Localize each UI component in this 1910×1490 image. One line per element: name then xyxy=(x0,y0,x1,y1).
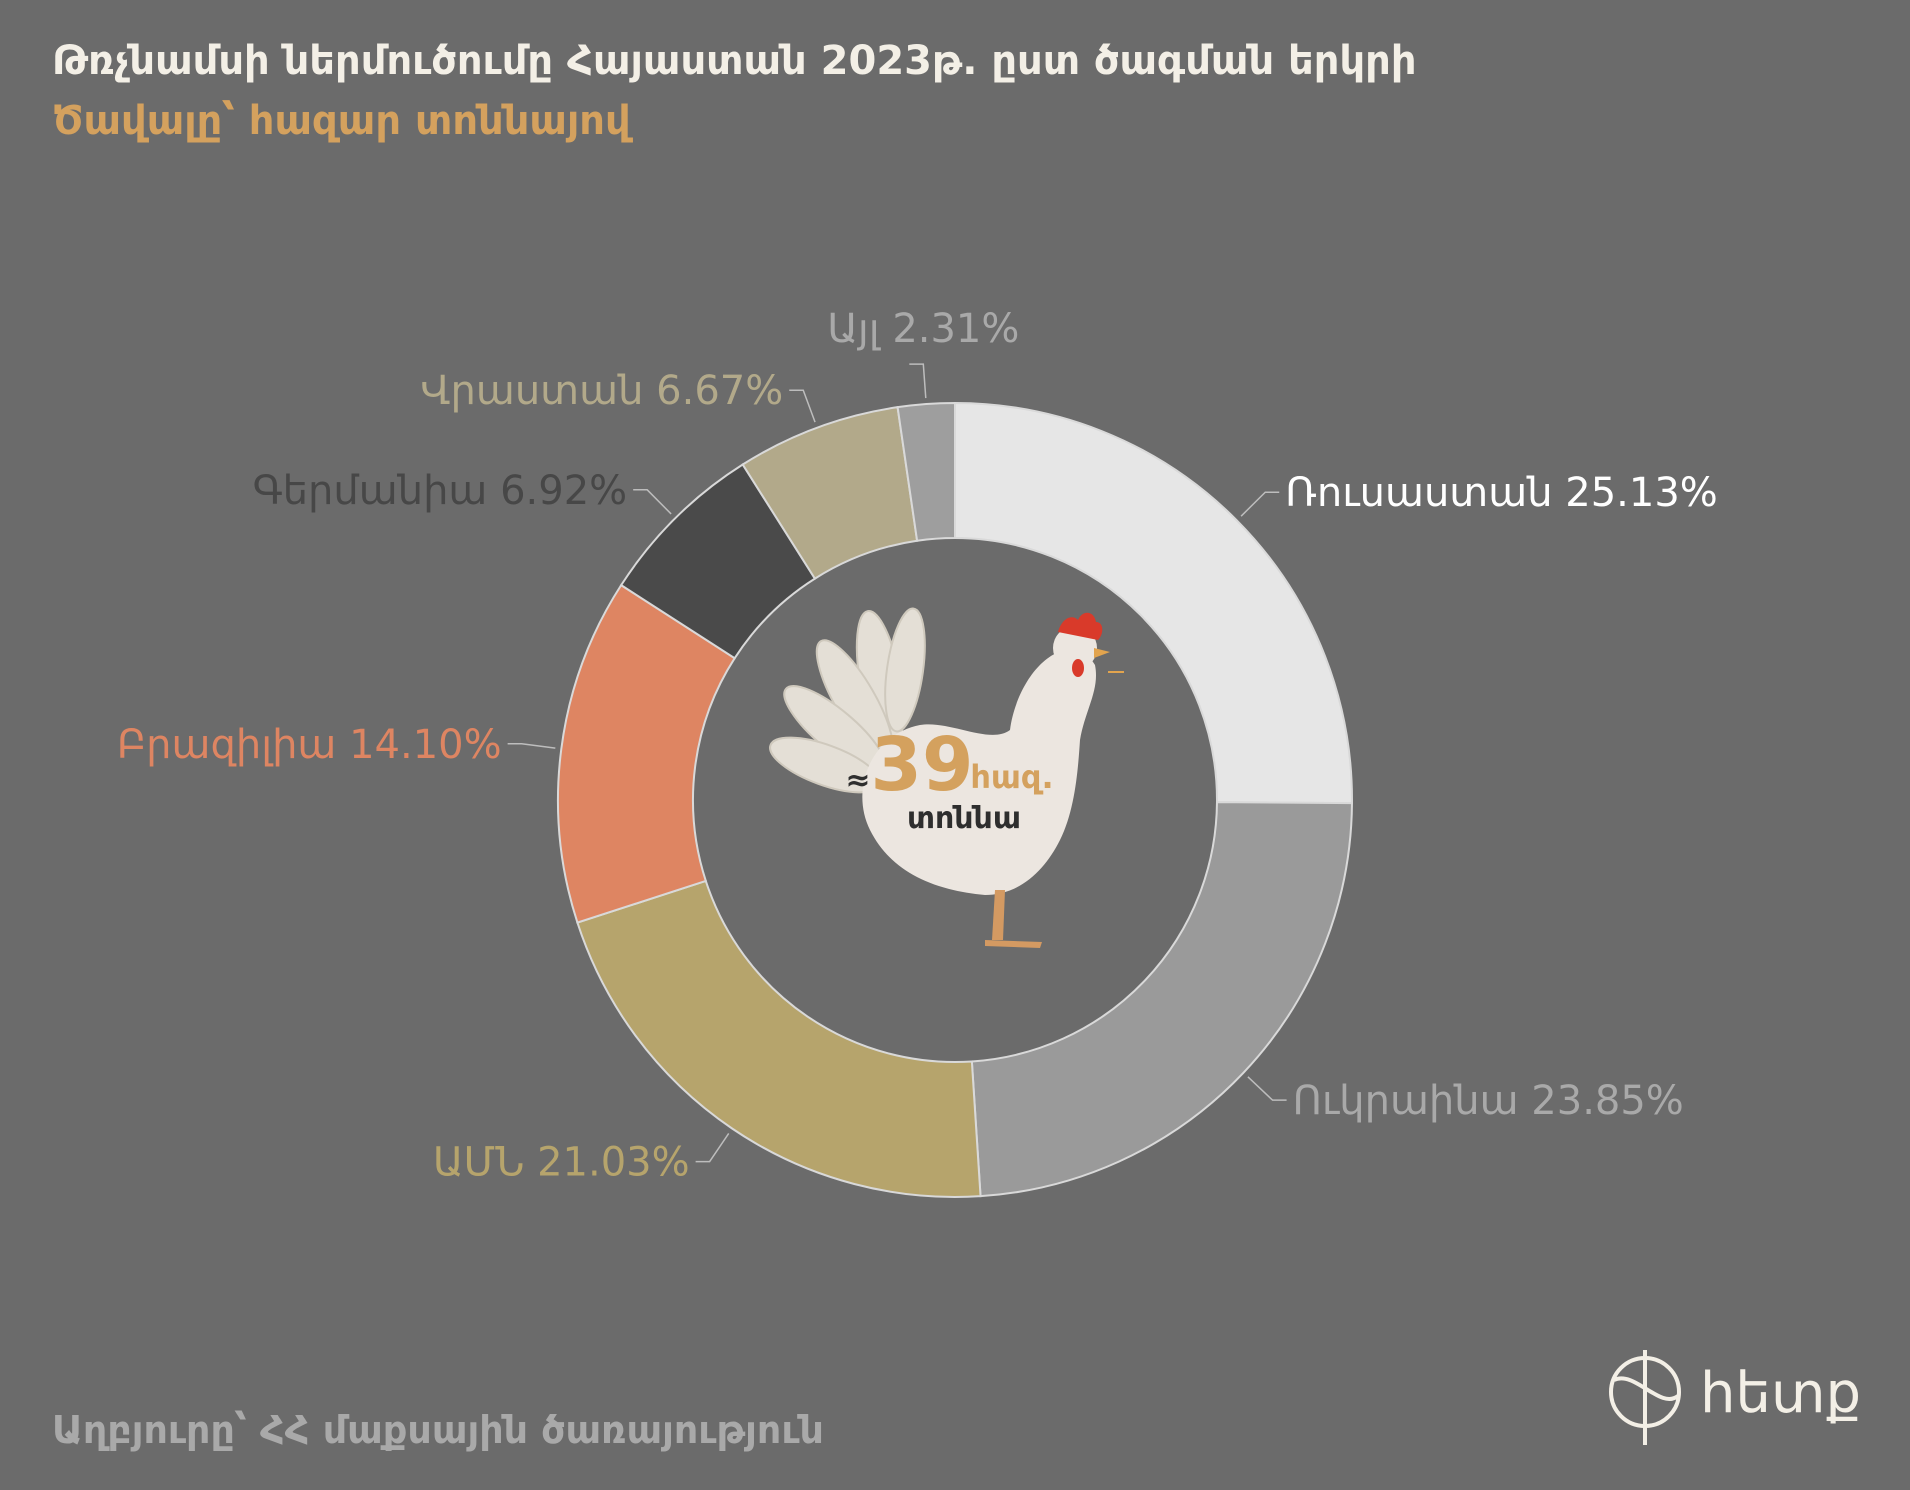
center-total-value: 39 xyxy=(871,722,974,808)
leader-line-2 xyxy=(1247,1076,1287,1101)
center-approx-symbol: ≈ xyxy=(845,763,870,798)
slice-label-5: Գերմանիա 6.92% xyxy=(253,468,628,514)
slice-1 xyxy=(954,401,1353,805)
slice-labels: Ռուսաստան 25.13% Ուկրաինա 23.85% ԱՄՆ 21.03… xyxy=(117,306,1718,1185)
slice-label-1: Ռուսաստան 25.13% xyxy=(1285,470,1718,516)
chicken-icon xyxy=(769,607,1124,948)
slice-label-2: Ուկրաինա 23.85% xyxy=(1293,1078,1684,1124)
leader-line-6 xyxy=(789,389,816,423)
hetq-logo: hետք xyxy=(1609,1350,1861,1445)
slice-label-3: ԱՄՆ 21.03% xyxy=(433,1140,690,1186)
leader-line-4 xyxy=(507,743,556,749)
label-leaders xyxy=(507,363,1287,1163)
slice-2 xyxy=(970,801,1353,1198)
chart-subtitle: Ծավալը՝ հազար տոննայով xyxy=(52,98,631,144)
source-note: Աղբյուրը՝ ՀՀ մաքսային ծառայություն xyxy=(52,1408,824,1452)
slice-label-4: Բրազիլիա 14.10% xyxy=(117,722,502,768)
center-total-unit-2: տոննա xyxy=(907,801,1021,836)
leader-line-3 xyxy=(695,1133,730,1163)
donut-slices xyxy=(557,401,1353,1198)
slice-label-6: Վրաստան 6.67% xyxy=(420,368,783,414)
logo-text: hետք xyxy=(1700,1361,1861,1426)
chart-title: Թռչնամսի ներմուծումը Հայաստան 2023թ. ըստ… xyxy=(52,38,1417,84)
slice-7 xyxy=(896,401,956,542)
leader-line-5 xyxy=(633,489,672,515)
leader-line-7 xyxy=(909,363,927,399)
center-total-unit: հազ. xyxy=(970,758,1053,796)
slice-3 xyxy=(576,879,982,1198)
slice-label-7: Այլ 2.31% xyxy=(827,306,1019,352)
leader-line-1 xyxy=(1240,491,1280,517)
